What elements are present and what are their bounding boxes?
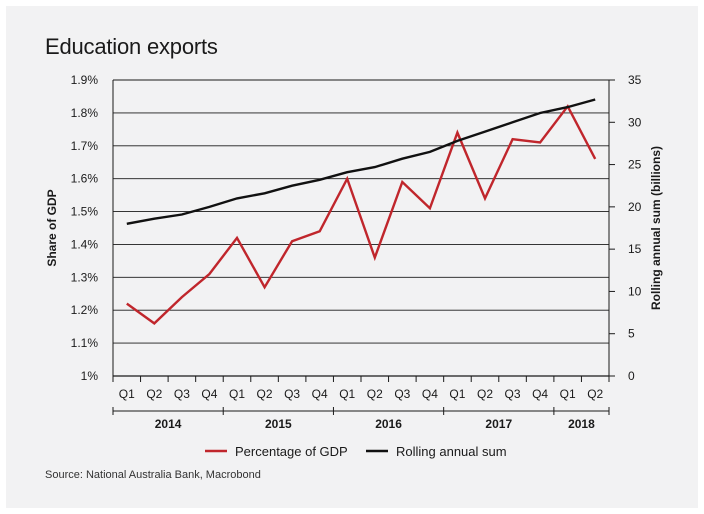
x-tick-label: Q3 (394, 387, 410, 401)
y-left-tick-label: 1.4% (71, 237, 99, 251)
y-left-tick-label: 1.2% (71, 303, 99, 317)
y-left-tick-label: 1.3% (71, 270, 99, 284)
year-label: 2018 (568, 417, 595, 431)
x-tick-label: Q2 (587, 387, 603, 401)
legend-label-rolling-annual-sum: Rolling annual sum (396, 444, 507, 459)
y-right-axis-title: Rolling annual sum (billions) (649, 146, 663, 310)
y-right-tick-label: 5 (628, 327, 635, 341)
y-left-tick-label: 1.9% (71, 73, 99, 87)
y-left-tick-label: 1.8% (71, 106, 99, 120)
y-right-tick-label: 15 (628, 242, 642, 256)
y-right-tick-label: 10 (628, 284, 642, 298)
y-right-tick-label: 25 (628, 158, 642, 172)
x-tick-label: Q3 (174, 387, 190, 401)
source-note: Source: National Australia Bank, Macrobo… (45, 469, 261, 481)
x-tick-label: Q2 (146, 387, 162, 401)
x-tick-label: Q1 (119, 387, 135, 401)
x-tick-label: Q2 (477, 387, 493, 401)
y-right-tick-label: 0 (628, 369, 635, 383)
y-right-tick-label: 35 (628, 73, 642, 87)
x-tick-label: Q1 (449, 387, 465, 401)
x-tick-label: Q2 (257, 387, 273, 401)
x-tick-label: Q4 (312, 387, 328, 401)
chart-panel (6, 6, 698, 508)
y-right-tick-label: 20 (628, 200, 642, 214)
y-left-tick-label: 1.5% (71, 205, 99, 219)
y-right-tick-label: 30 (628, 115, 642, 129)
legend-label-percentage-of-gdp: Percentage of GDP (235, 444, 348, 459)
x-tick-label: Q1 (339, 387, 355, 401)
x-tick-label: Q2 (367, 387, 383, 401)
y-left-tick-label: 1.7% (71, 139, 99, 153)
x-tick-label: Q4 (422, 387, 438, 401)
y-left-tick-label: 1.6% (71, 172, 99, 186)
x-tick-label: Q4 (201, 387, 217, 401)
x-tick-label: Q4 (532, 387, 548, 401)
y-left-axis-title: Share of GDP (45, 189, 59, 266)
chart-title: Education exports (45, 34, 218, 59)
series-line-percentage-of-gdp (126, 104, 597, 325)
year-label: 2015 (265, 417, 292, 431)
year-label: 2016 (375, 417, 402, 431)
x-tick-label: Q3 (284, 387, 300, 401)
y-left-tick-label: 1.1% (71, 336, 99, 350)
series-line-rolling-annual-sum (126, 98, 596, 225)
x-tick-label: Q3 (505, 387, 521, 401)
year-label: 2014 (155, 417, 182, 431)
y-left-tick-label: 1% (81, 369, 99, 383)
x-tick-label: Q1 (229, 387, 245, 401)
year-label: 2017 (485, 417, 512, 431)
x-tick-label: Q1 (560, 387, 576, 401)
